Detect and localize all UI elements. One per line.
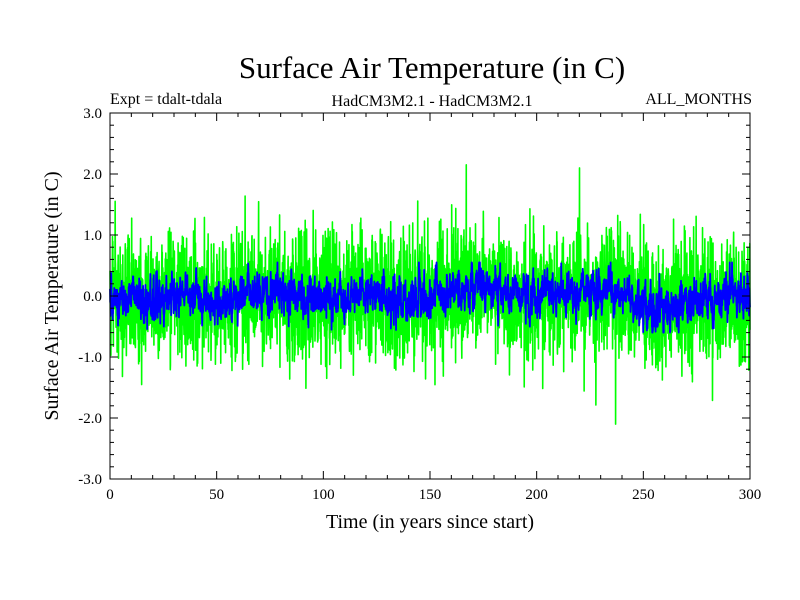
subtitle-months: ALL_MONTHS — [645, 91, 752, 108]
y-tick-label: 0.0 — [83, 289, 102, 305]
y-tick-label: -1.0 — [78, 350, 102, 366]
x-tick-label: 200 — [525, 487, 548, 503]
x-tick-label: 300 — [739, 487, 762, 503]
series-line-smoothed — [109, 261, 751, 334]
y-tick-label: 2.0 — [83, 167, 102, 183]
subtitle-models: HadCM3M2.1 - HadCM3M2.1 — [332, 93, 533, 110]
y-tick-label: -2.0 — [78, 411, 102, 427]
series-layer — [109, 164, 751, 425]
x-axis-title: Time (in years since start) — [326, 511, 534, 533]
x-tick-label: 250 — [632, 487, 655, 503]
x-tick-label: 150 — [419, 487, 442, 503]
y-axis-title: Surface Air Temperature (in C) — [41, 171, 63, 420]
y-tick-label: -3.0 — [78, 472, 102, 488]
plot-frame — [109, 112, 751, 480]
y-tick-label: 3.0 — [83, 106, 102, 122]
y-tick-label: 1.0 — [83, 228, 102, 244]
subtitle-experiment: Expt = tdalt-tdala — [110, 91, 222, 108]
x-tick-label: 0 — [106, 487, 114, 503]
chart-title: Surface Air Temperature (in C) — [239, 50, 625, 85]
x-tick-label: 100 — [312, 487, 335, 503]
x-tick-label: 50 — [209, 487, 224, 503]
